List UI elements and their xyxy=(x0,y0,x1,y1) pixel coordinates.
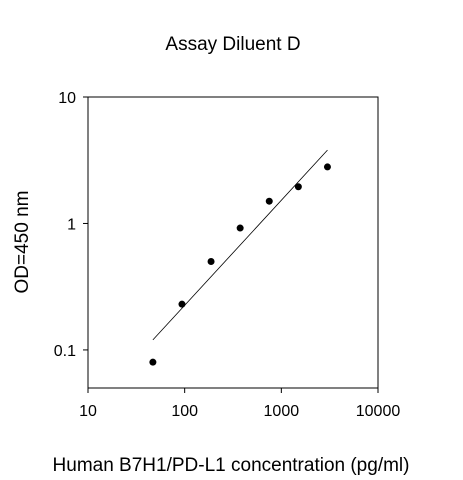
plot-frame xyxy=(87,96,379,389)
data-point xyxy=(236,224,244,232)
x-tick-label: 10000 xyxy=(356,403,401,420)
data-point xyxy=(178,300,186,308)
data-point xyxy=(207,258,215,266)
fit-line xyxy=(152,149,328,341)
data-points xyxy=(149,163,331,366)
y-tick-label: 10 xyxy=(58,90,76,107)
y-axis: 0.1 1 10 xyxy=(54,90,88,360)
data-point xyxy=(149,358,157,366)
fit-line-group xyxy=(152,149,328,341)
x-axis: 10 100 1000 10000 xyxy=(79,388,400,420)
data-point xyxy=(294,183,302,191)
x-axis-label: Human B7H1/PD-L1 concentration (pg/ml) xyxy=(53,455,410,476)
x-tick-label: 1000 xyxy=(264,403,300,420)
data-point xyxy=(265,197,273,205)
y-axis-label: OD=450 nm xyxy=(12,191,33,294)
chart-title: Assay Diluent D xyxy=(165,34,300,55)
x-tick-label: 10 xyxy=(79,403,97,420)
y-tick-label: 1 xyxy=(67,216,76,233)
x-tick-label: 100 xyxy=(171,403,198,420)
data-point xyxy=(323,163,331,171)
y-tick-label: 0.1 xyxy=(54,343,76,360)
